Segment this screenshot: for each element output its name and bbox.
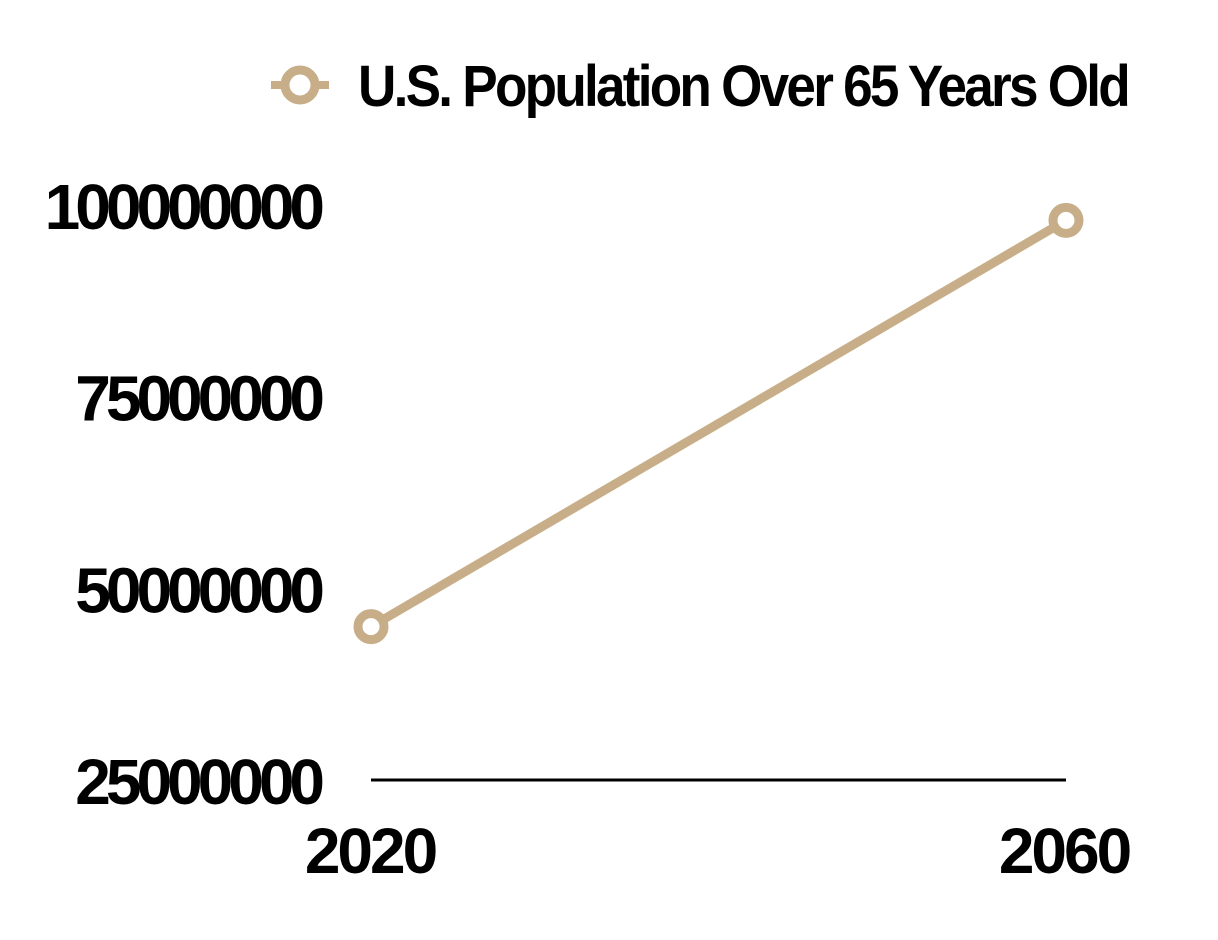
- x-tick-label: 2020: [305, 815, 436, 887]
- series-group: [353, 202, 1084, 645]
- data-point: [353, 609, 389, 645]
- legend: U.S. Population Over 65 Years Old: [271, 54, 1131, 119]
- y-axis-tick-labels: 25000000 50000000 75000000 100000000: [45, 171, 328, 818]
- y-tick-label: 50000000: [75, 554, 322, 626]
- data-point: [1048, 202, 1084, 238]
- y-tick-label: 75000000: [75, 363, 322, 435]
- series-line: [368, 216, 1069, 631]
- legend-marker-circle: [280, 65, 320, 105]
- y-tick-label: 25000000: [75, 746, 322, 818]
- x-axis-tick-labels: 2020 2060: [305, 815, 1133, 887]
- y-tick-label: 100000000: [45, 171, 323, 243]
- x-tick-label: 2060: [999, 815, 1130, 887]
- legend-label: U.S. Population Over 65 Years Old: [358, 54, 1128, 119]
